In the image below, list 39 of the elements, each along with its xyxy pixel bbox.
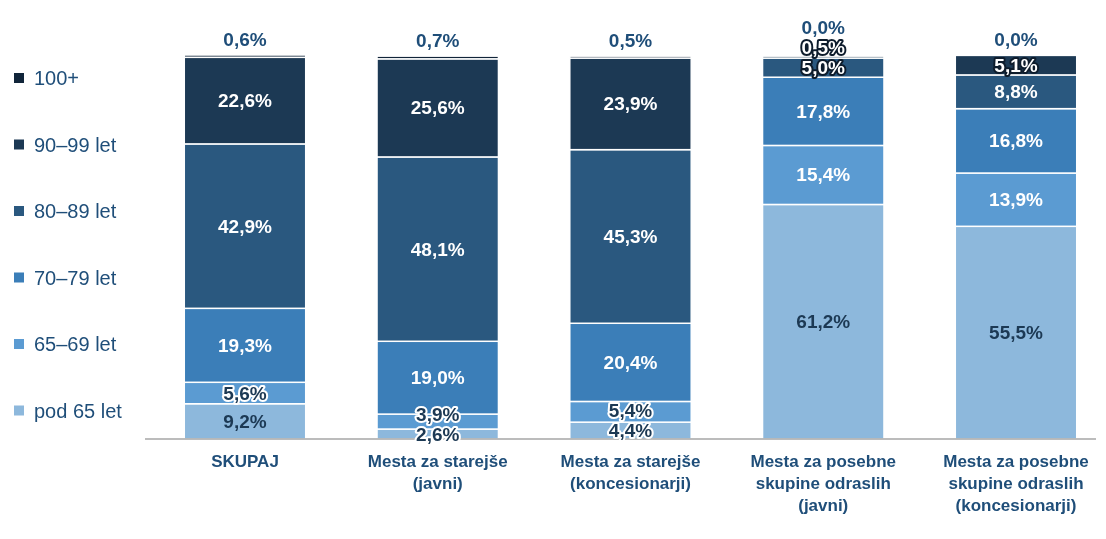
legend-label: pod 65 let xyxy=(34,399,123,422)
data-label: 15,4% xyxy=(796,164,851,186)
x-tick-label: Mesta za posebne skupine odraslih (koncesionarji) xyxy=(943,452,1089,515)
data-label: 20,4% xyxy=(603,351,658,373)
x-tick-label: SKUPAJ xyxy=(211,452,279,471)
data-label: 61,2% xyxy=(796,311,851,333)
data-label: 16,8% xyxy=(989,130,1044,152)
legend-label: 90–99 let xyxy=(34,133,117,156)
data-label: 48,1% xyxy=(410,238,465,260)
data-label: 0,5% xyxy=(608,29,653,51)
data-label: 2,6% xyxy=(416,423,460,445)
legend-label: 80–89 let xyxy=(34,200,117,222)
x-tick-label: Mesta za starejše (javni) xyxy=(367,452,508,493)
data-label: 55,5% xyxy=(989,322,1044,344)
x-tick-label: Mesta za posebne skupine odraslih (javni) xyxy=(750,452,896,515)
data-label: 22,6% xyxy=(218,90,273,112)
data-label: 0,6% xyxy=(223,28,267,50)
data-label: 0,0% xyxy=(801,17,846,39)
data-label: 23,9% xyxy=(603,93,658,115)
legend-label: 100+ xyxy=(34,67,80,89)
data-label: 45,3% xyxy=(603,225,658,247)
data-label: 42,9% xyxy=(218,215,273,237)
data-label: 17,8% xyxy=(796,100,851,122)
data-label: 0,7% xyxy=(416,29,460,51)
legend-label: 65–69 let xyxy=(34,333,117,355)
data-label: 25,6% xyxy=(410,97,465,119)
data-label: 19,0% xyxy=(410,367,465,389)
data-label: 4,4% xyxy=(608,420,653,442)
data-label: 5,6% xyxy=(223,382,267,404)
data-label: 8,8% xyxy=(994,81,1038,103)
data-label: 19,3% xyxy=(218,334,273,356)
legend-label: 70–79 let xyxy=(34,266,117,289)
x-tick-label: Mesta za starejše (koncesionarji) xyxy=(560,452,701,493)
data-label: 0,5% xyxy=(801,37,846,59)
data-label: 5,4% xyxy=(608,400,653,422)
data-label: 13,9% xyxy=(989,189,1044,211)
data-label: 9,2% xyxy=(223,410,267,432)
data-label: 0,0% xyxy=(994,28,1038,50)
data-label: 5,1% xyxy=(994,54,1038,76)
